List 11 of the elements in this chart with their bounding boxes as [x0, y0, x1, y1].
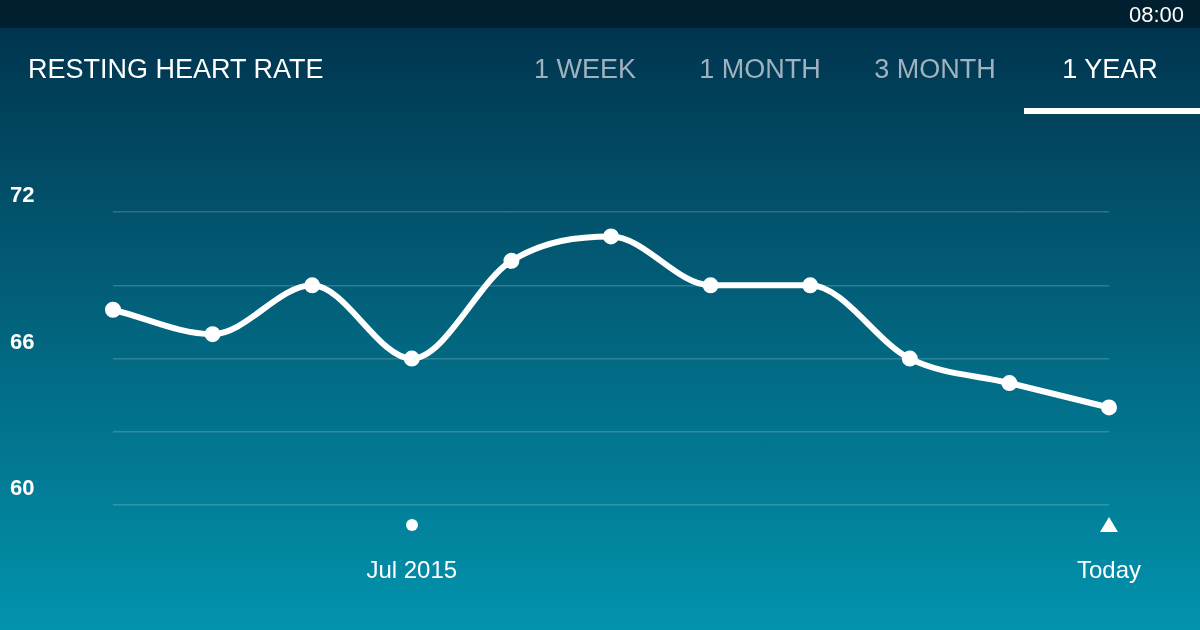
y-tick-label: 66 — [10, 328, 35, 354]
text: 08:00 — [1128, 2, 1184, 28]
chart-title: RESTING HEART RATE — [28, 54, 324, 85]
text: 1 MONTH — [698, 54, 822, 85]
y-tick-label: 60 — [10, 475, 35, 501]
y-tick-label: 72 — [10, 182, 35, 208]
text: 1 WEEK — [533, 54, 637, 85]
text: 1 YEAR — [1061, 54, 1159, 85]
text: 3 MONTH — [873, 54, 997, 85]
x-tick-label: Jul 2015 — [366, 556, 458, 584]
x-tick-label: Today — [1076, 556, 1142, 584]
